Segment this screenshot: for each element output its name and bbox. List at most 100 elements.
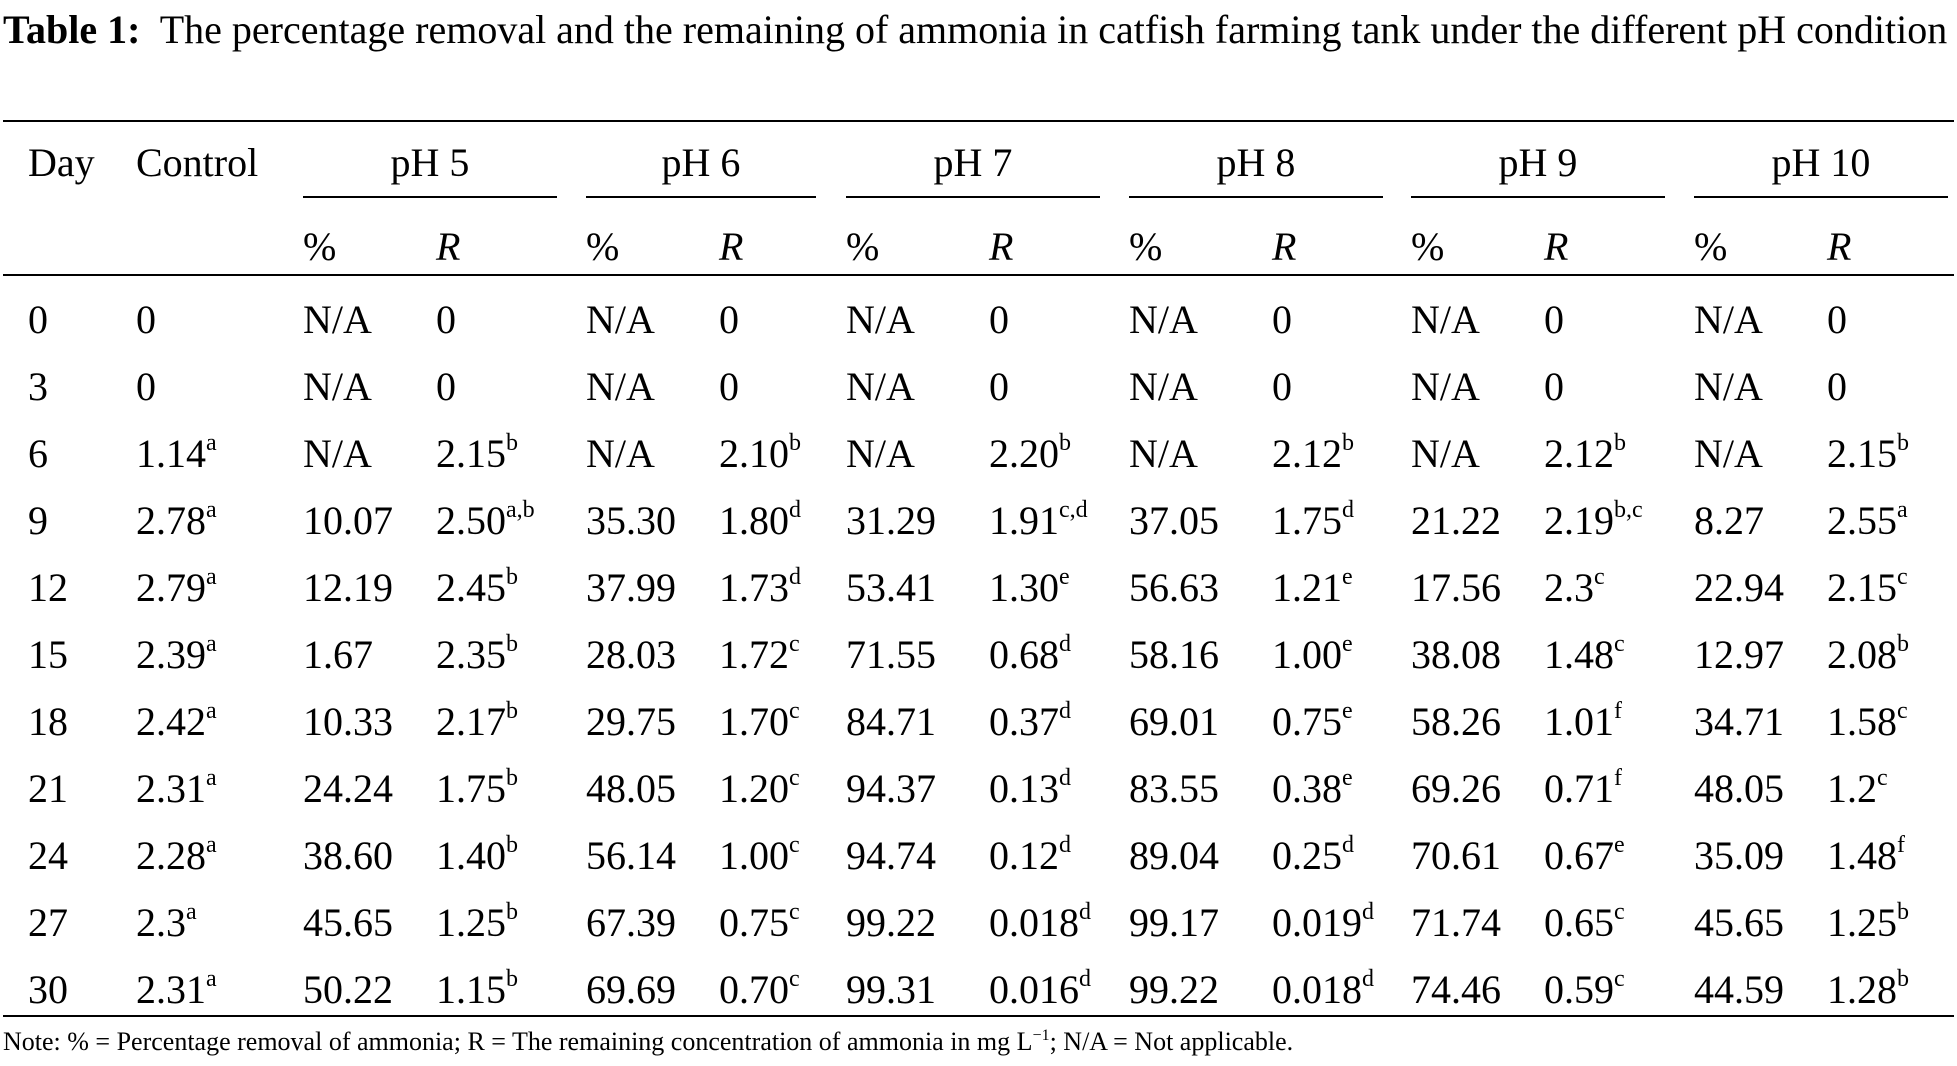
row-r-superscript: e [1342, 564, 1353, 590]
row-r-superscript: b [506, 765, 518, 791]
row-r-superscript: d [789, 564, 801, 590]
row-control-superscript: a [206, 832, 217, 858]
row-r: 0 [436, 362, 456, 418]
row-pct: 83.55 [1129, 766, 1219, 811]
row-r-superscript: b [506, 899, 518, 925]
note-exponent: −1 [1032, 1027, 1050, 1044]
row-r-value: 0.018 [1272, 967, 1362, 1012]
header-r: R [1544, 224, 1569, 269]
row-r-superscript: f [1897, 832, 1905, 858]
row-pct: 8.27 [1694, 498, 1764, 543]
row-control: 1.14a [136, 429, 217, 485]
row-r: 1.15b [436, 965, 518, 1021]
row-r-value: 0 [1272, 297, 1292, 342]
row-r-superscript: e [1342, 765, 1353, 791]
row-r-value: 2.15 [1827, 431, 1897, 476]
row-r-value: 2.19 [1544, 498, 1614, 543]
row-pct: N/A [586, 297, 655, 342]
row-pct: N/A [586, 364, 655, 409]
row-r-value: 0 [989, 364, 1009, 409]
row-r: 2.17b [436, 697, 518, 753]
row-r-value: 0 [1544, 364, 1564, 409]
row-r: 0.68d [989, 630, 1071, 686]
row-day: 18 [28, 699, 68, 744]
row-r-superscript: c [789, 765, 800, 791]
row-r: 0 [1827, 362, 1847, 418]
row-control: 2.79a [136, 563, 217, 619]
header-r: R [989, 224, 1014, 269]
row-r-value: 1.00 [1272, 632, 1342, 677]
row-day: 0 [28, 297, 48, 342]
row-pct: N/A [303, 364, 372, 409]
row-r-value: 0.016 [989, 967, 1079, 1012]
row-r: 2.50a,b [436, 496, 535, 552]
row-r-superscript: c [1897, 698, 1908, 724]
row-pct: N/A [1411, 364, 1480, 409]
row-pct: 48.05 [586, 766, 676, 811]
table-title: The percentage removal and the remaining… [159, 7, 1948, 52]
header-day: Day [28, 140, 95, 185]
row-pct: 58.26 [1411, 699, 1501, 744]
row-r-value: 1.28 [1827, 967, 1897, 1012]
row-r-value: 0 [1827, 364, 1847, 409]
row-r: 2.12b [1544, 429, 1626, 485]
row-pct: 94.74 [846, 833, 936, 878]
note-text: Note: % = Percentage removal of ammonia;… [3, 1027, 1033, 1056]
row-pct: 31.29 [846, 498, 936, 543]
row-r: 2.10b [719, 429, 801, 485]
row-day: 6 [28, 431, 48, 476]
row-r: 0 [719, 362, 739, 418]
row-r: 0.018d [1272, 965, 1374, 1021]
row-r-superscript: c [1614, 966, 1625, 992]
row-r-value: 2.17 [436, 699, 506, 744]
row-r-value: 0.13 [989, 766, 1059, 811]
row-r-superscript: f [1614, 765, 1622, 791]
row-r-value: 1.75 [1272, 498, 1342, 543]
row-r: 0.13d [989, 764, 1071, 820]
row-r: 0.25d [1272, 831, 1354, 887]
row-control-value: 2.78 [136, 498, 206, 543]
row-pct: 84.71 [846, 699, 936, 744]
row-pct: 48.05 [1694, 766, 1784, 811]
row-control-superscript: a [206, 497, 217, 523]
row-pct: 89.04 [1129, 833, 1219, 878]
row-r-superscript: b [506, 430, 518, 456]
row-pct: 99.31 [846, 967, 936, 1012]
row-pct: 22.94 [1694, 565, 1784, 610]
row-pct: 71.55 [846, 632, 936, 677]
row-control-value: 2.31 [136, 967, 206, 1012]
row-r-value: 1.20 [719, 766, 789, 811]
row-r: 1.48f [1827, 831, 1905, 887]
row-r: 0.75c [719, 898, 800, 954]
row-r: 2.3c [1544, 563, 1605, 619]
row-pct: 28.03 [586, 632, 676, 677]
row-r: 1.2c [1827, 764, 1888, 820]
row-r: 1.30e [989, 563, 1070, 619]
header-group-2: pH 6 [661, 140, 741, 185]
header-pct: % [1411, 224, 1445, 269]
row-r: 1.72c [719, 630, 800, 686]
row-r-superscript: c [1614, 631, 1625, 657]
row-r-value: 1.40 [436, 833, 506, 878]
row-r: 0 [1272, 295, 1292, 351]
row-r-value: 1.25 [1827, 900, 1897, 945]
row-pct: 71.74 [1411, 900, 1501, 945]
row-pct: 24.24 [303, 766, 393, 811]
row-pct: 69.69 [586, 967, 676, 1012]
row-r-value: 1.15 [436, 967, 506, 1012]
row-r-superscript: a [1897, 497, 1908, 523]
row-r: 1.00e [1272, 630, 1353, 686]
row-r: 2.35b [436, 630, 518, 686]
row-r-superscript: e [1059, 564, 1070, 590]
row-r-value: 0.70 [719, 967, 789, 1012]
row-pct: 35.09 [1694, 833, 1784, 878]
row-pct: N/A [1694, 431, 1763, 476]
row-r-superscript: b [1614, 430, 1626, 456]
row-r: 2.20b [989, 429, 1071, 485]
row-r-superscript: b [506, 966, 518, 992]
row-control-value: 2.42 [136, 699, 206, 744]
header-pct: % [1694, 224, 1728, 269]
row-r-superscript: c [789, 698, 800, 724]
row-pct: N/A [586, 431, 655, 476]
row-pct: N/A [1411, 431, 1480, 476]
